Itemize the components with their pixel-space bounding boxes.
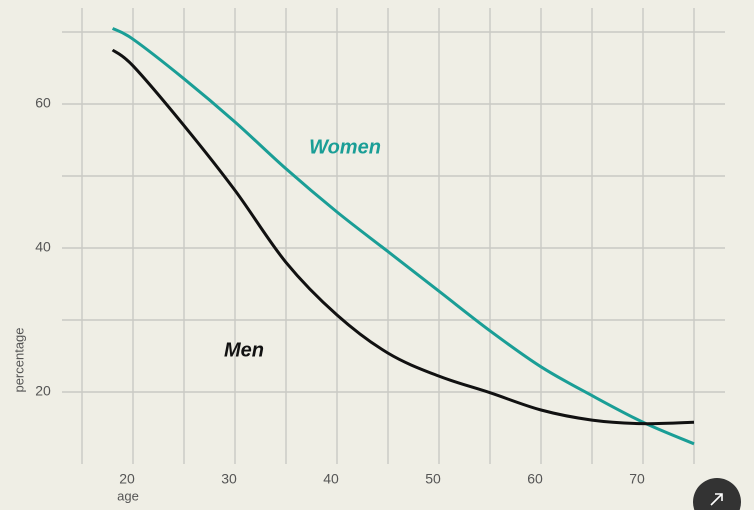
y-tick-label: 60 [35, 95, 51, 111]
x-tick-label: 30 [221, 471, 237, 487]
y-axis-label: percentage [11, 327, 26, 392]
y-tick-label: 20 [35, 383, 51, 399]
series-line [111, 48, 695, 426]
y-tick-label: 40 [35, 239, 51, 255]
x-tick-label: 40 [323, 471, 339, 487]
x-tick-label: 50 [425, 471, 441, 487]
x-axis-label: age [117, 488, 139, 503]
x-tick-label: 60 [527, 471, 543, 487]
series-label: Men [224, 339, 264, 361]
series-label: Women [309, 136, 381, 158]
series-line [111, 27, 695, 446]
expand-button[interactable] [693, 478, 741, 510]
x-tick-label: 20 [119, 471, 135, 487]
x-tick-label: 70 [629, 471, 645, 487]
